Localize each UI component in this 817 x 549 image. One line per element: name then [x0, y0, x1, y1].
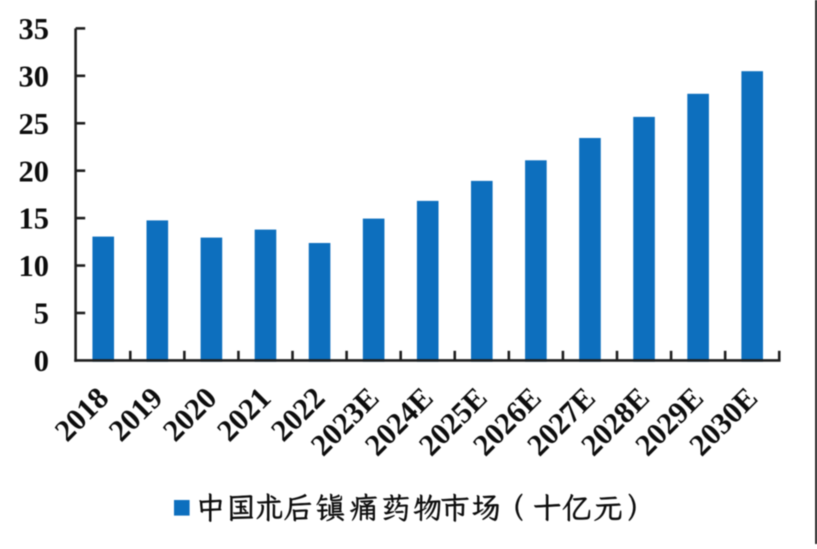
svg-text:10: 10: [19, 249, 50, 283]
svg-text:35: 35: [19, 12, 50, 46]
svg-text:15: 15: [19, 202, 50, 236]
svg-text:25: 25: [19, 107, 50, 141]
svg-text:20: 20: [19, 154, 50, 188]
svg-text:30: 30: [19, 59, 50, 93]
svg-text:5: 5: [34, 297, 49, 331]
svg-text:0: 0: [34, 344, 49, 378]
